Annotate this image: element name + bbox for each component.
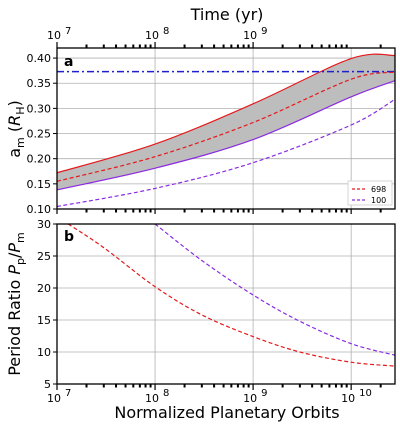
- xtick-bottom-label-0: 10: [47, 392, 61, 405]
- ytick-b-label-4: 25: [37, 250, 51, 263]
- series-b-1: [154, 223, 396, 356]
- xtick-bottom-exp-0: 7: [65, 388, 71, 399]
- panel-a-letter: a: [64, 54, 73, 70]
- ylabel-b-pm-sub: m: [14, 232, 27, 243]
- ylabel-b-pp-sub: p: [14, 258, 27, 265]
- bottom-axis-ticks: 10 7 10 8 10 9 10 10: [47, 209, 382, 405]
- ytick-a-label-6: 0.40: [27, 52, 52, 65]
- ylabel-b-pp: P: [5, 265, 24, 275]
- legend-label-1: 100: [371, 196, 386, 205]
- ytick-b-label-1: 10: [37, 346, 51, 359]
- xtick-bottom-exp-3: 10: [359, 388, 372, 399]
- bottom-axis-label: Normalized Planetary Orbits: [114, 403, 339, 422]
- ytick-a-label-5: 0.35: [27, 77, 52, 90]
- ytick-a-label-1: 0.15: [27, 178, 52, 191]
- ytick-a-label-0: 0.10: [27, 203, 52, 216]
- panel-a-series: [56, 71, 396, 208]
- panel-a-border: [56, 47, 396, 210]
- ytick-b-label-0: 5: [44, 378, 51, 391]
- panel-b: 5 10 15 20 25 30 b Period Ratio Pp/Pm: [5, 218, 396, 391]
- panel-a-y-label: am (RH): [5, 100, 27, 158]
- ylabel-a-unit: R: [5, 115, 24, 126]
- ytick-b-label-3: 20: [37, 282, 51, 295]
- svg-text:Period Ratio Pp/Pm: Period Ratio Pp/Pm: [5, 232, 27, 376]
- panel-b-border: [56, 223, 396, 385]
- series-a-1: [56, 98, 396, 208]
- series-a-0: [56, 71, 396, 182]
- panel-a-band-lower-edge: [56, 80, 396, 191]
- xtick-bottom-label-1: 10: [145, 392, 159, 405]
- ylabel-a-main: a: [5, 148, 24, 158]
- ylabel-b-pm: P: [5, 243, 24, 253]
- ytick-b-label-2: 15: [37, 314, 51, 327]
- xtick-top-exp-1: 8: [163, 26, 169, 37]
- xtick-top-label-1: 10: [145, 29, 159, 42]
- series-b-0: [67, 223, 396, 367]
- panel-b-frame: [57, 224, 395, 384]
- ytick-a-label-2: 0.20: [27, 153, 52, 166]
- panel-b-y-ticks: 5 10 15 20 25 30: [37, 218, 57, 391]
- xtick-bottom-label-3: 10: [341, 392, 355, 405]
- panel-a-y-ticks: 0.10 0.15 0.20 0.25 0.30 0.35 0.40: [27, 52, 57, 216]
- ylabel-a-unit-sub: H: [14, 106, 27, 114]
- panel-a-band: [57, 54, 395, 190]
- xtick-bottom-exp-1: 8: [163, 388, 169, 399]
- ytick-a-label-3: 0.25: [27, 128, 52, 141]
- xtick-top-label-0: 10: [47, 29, 61, 42]
- ytick-b-label-5: 30: [37, 218, 51, 231]
- ylabel-b-text: Period Ratio: [5, 280, 24, 376]
- xtick-bottom-label-2: 10: [243, 392, 257, 405]
- xtick-bottom-exp-2: 9: [261, 388, 267, 399]
- ylabel-a-sub: m: [14, 137, 27, 148]
- legend-label-0: 698: [371, 185, 386, 194]
- top-axis-ticks: 10 7 10 8 10 9: [47, 26, 382, 48]
- panel-a: 0.10 0.15 0.20 0.25 0.30 0.35 0.40 a am (RH) 6…: [5, 47, 396, 216]
- xtick-top-exp-2: 9: [261, 26, 267, 37]
- svg-text:am (RH): am (RH): [5, 100, 27, 158]
- panel-a-band-upper-edge: [56, 53, 396, 174]
- top-axis-label: Time (yr): [190, 5, 264, 24]
- panel-b-series: [67, 223, 396, 367]
- panel-b-y-label: Period Ratio Pp/Pm: [5, 232, 27, 376]
- xtick-top-exp-0: 7: [65, 26, 71, 37]
- ytick-a-label-4: 0.30: [27, 102, 52, 115]
- xtick-top-label-2: 10: [243, 29, 257, 42]
- panel-b-letter: b: [64, 229, 74, 245]
